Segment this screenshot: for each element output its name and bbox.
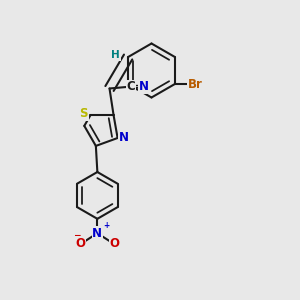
Text: N: N	[119, 130, 129, 144]
Text: O: O	[110, 237, 119, 250]
Text: H: H	[111, 50, 120, 61]
Text: N: N	[139, 80, 149, 94]
Text: −: −	[73, 231, 80, 240]
Text: S: S	[80, 107, 88, 120]
Text: O: O	[75, 237, 85, 250]
Text: N: N	[92, 227, 102, 240]
Text: Br: Br	[188, 77, 202, 91]
Text: +: +	[104, 220, 110, 230]
Text: C: C	[127, 80, 136, 94]
